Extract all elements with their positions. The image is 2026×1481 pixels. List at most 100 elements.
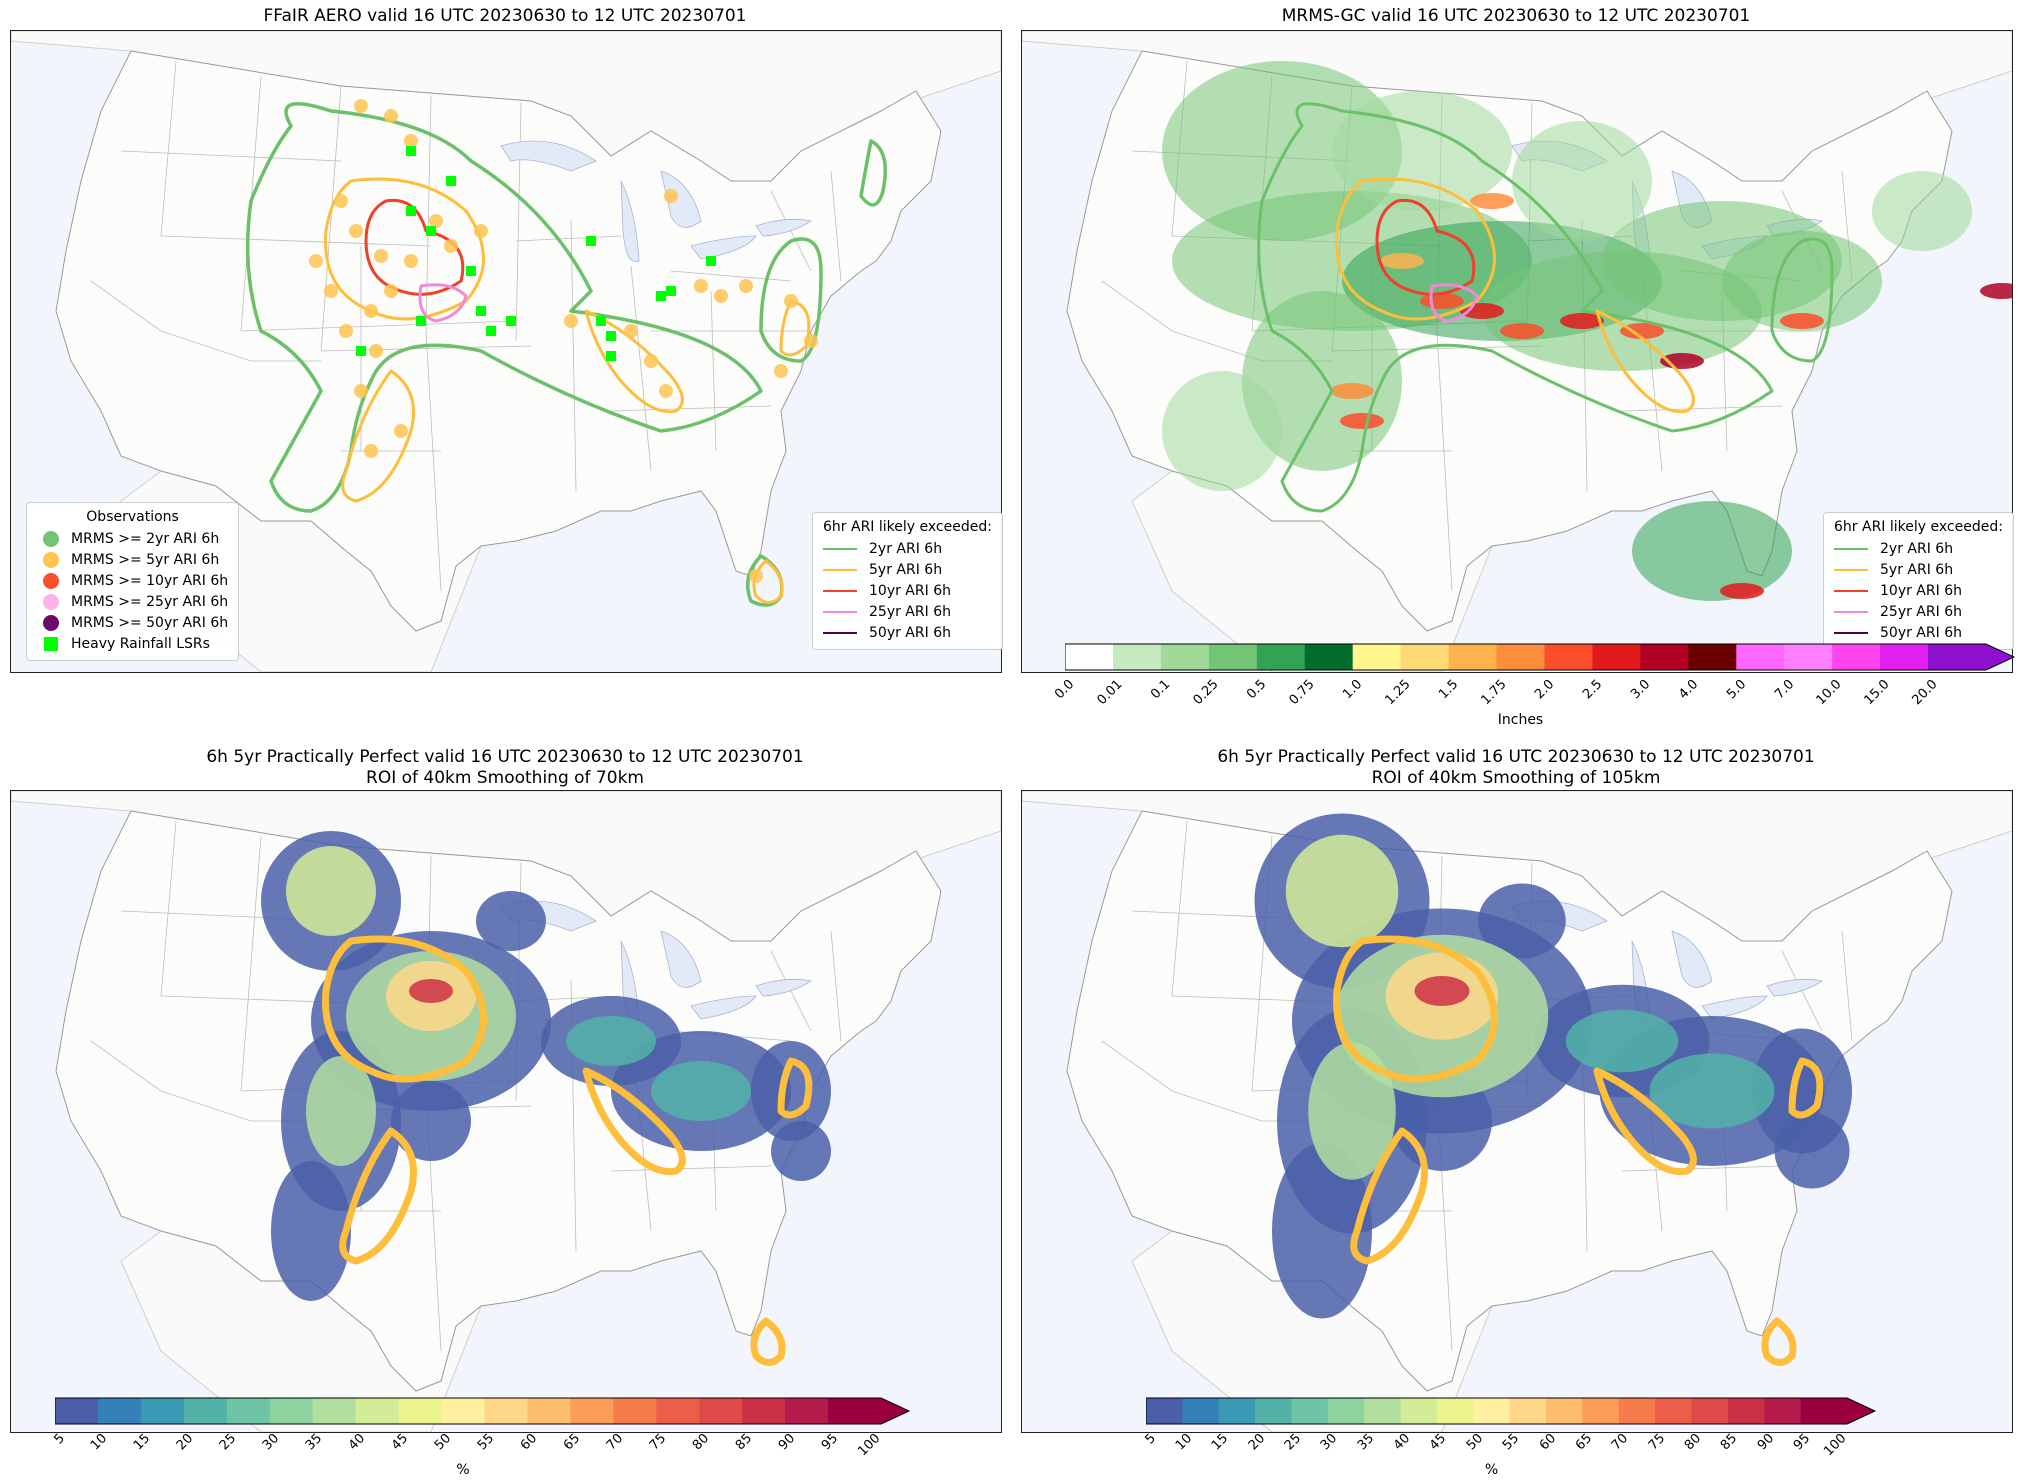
state-border bbox=[160, 235, 432, 247]
colorbar-tick-label: 0.0 bbox=[1052, 677, 1078, 703]
colorbar-tick-label: 80 bbox=[1681, 1431, 1705, 1454]
colorbar-tick-label: 1.25 bbox=[1382, 677, 1414, 709]
colorbar-segment bbox=[97, 1398, 142, 1424]
observation-marker bbox=[364, 304, 378, 318]
panel-title-pp105: 6h 5yr Practically Perfect valid 16 UTC … bbox=[1021, 747, 2011, 789]
colorbar-tick-label: 90 bbox=[775, 1431, 798, 1454]
colorbar-segment bbox=[1509, 1398, 1547, 1424]
colorbar-segment bbox=[1065, 644, 1114, 670]
colorbar-label: Inches bbox=[1497, 712, 1544, 728]
state-border bbox=[160, 60, 177, 237]
precip-field bbox=[1512, 121, 1652, 241]
colorbar-segment bbox=[1364, 1398, 1402, 1424]
line-swatch-icon bbox=[823, 610, 857, 613]
line-swatch-icon bbox=[823, 547, 857, 550]
probability-core bbox=[409, 979, 453, 1003]
ari-5yr-outline bbox=[777, 1057, 813, 1119]
ari-legend-label: 5yr ARI 6h bbox=[869, 561, 943, 578]
colorbar-tick-label: 35 bbox=[1354, 1431, 1377, 1454]
colorbar-tick-label: 20 bbox=[174, 1431, 197, 1454]
circle-marker-icon bbox=[43, 593, 59, 610]
map-canvas-pp105 bbox=[1022, 791, 2012, 1432]
colorbar-tick-label: 85 bbox=[1718, 1431, 1741, 1454]
colorbar-tick-label: 50 bbox=[1463, 1431, 1486, 1454]
colorbar-segment bbox=[570, 1398, 614, 1424]
observation-marker bbox=[624, 324, 638, 338]
panel-title-mrms: MRMS-GC valid 16 UTC 20230630 to 12 UTC … bbox=[1021, 6, 2011, 27]
colorbar-tick-label: 10 bbox=[88, 1431, 111, 1454]
state-border bbox=[1841, 930, 1853, 1042]
ari-5yr-outline bbox=[322, 935, 487, 1083]
observations-legend-label: MRMS >= 25yr ARI 6h bbox=[71, 593, 229, 610]
colorbar-tick-label: 15.0 bbox=[1861, 677, 1893, 709]
precip-field bbox=[1722, 231, 1882, 331]
lsr-marker bbox=[416, 316, 426, 326]
pct-colorbar-pp105: 5 10 15 20 25 30 35 40 45 50 55 60 65 70 75 80 85 90 95 100 bbox=[1142, 1397, 2006, 1481]
colorbar-tick-label: 0.75 bbox=[1286, 677, 1318, 709]
lsr-marker bbox=[606, 331, 616, 341]
observation-marker bbox=[664, 189, 678, 203]
colorbar-segment bbox=[183, 1398, 228, 1424]
probability-field bbox=[1774, 1113, 1850, 1189]
state-border bbox=[1436, 330, 1453, 592]
probability-field bbox=[1285, 834, 1399, 948]
colorbar-tick-label: 45 bbox=[388, 1431, 412, 1454]
colorbar-segment bbox=[1400, 644, 1450, 670]
colorbar-tick-label: 60 bbox=[1536, 1431, 1559, 1454]
probability-field bbox=[476, 891, 546, 951]
probability-field bbox=[1308, 1042, 1396, 1180]
colorbar-tick-label: 100 bbox=[855, 1431, 884, 1460]
circle-marker-icon bbox=[43, 530, 59, 547]
colorbar-tick-label: 75 bbox=[1645, 1431, 1668, 1454]
colorbar-tick-label: 80 bbox=[689, 1431, 712, 1454]
state-border bbox=[160, 330, 252, 362]
lsr-marker bbox=[446, 176, 456, 186]
ari-legend-item: 2yr ARI 6h bbox=[1834, 538, 2003, 559]
colorbar-tick-label: 15 bbox=[1209, 1431, 1232, 1454]
lsr-marker bbox=[476, 306, 486, 316]
observation-marker bbox=[384, 284, 398, 298]
ari-legend-item: 25yr ARI 6h bbox=[1834, 601, 2003, 622]
ari-10yr-contour bbox=[1375, 198, 1476, 296]
colorbar-tick-label: 100 bbox=[1821, 1431, 1850, 1460]
state-border bbox=[630, 265, 652, 472]
colorbar-segment bbox=[355, 1398, 400, 1424]
ari-legend-item: 50yr ARI 6h bbox=[1834, 622, 2003, 643]
panel-title-pp70: 6h 5yr Practically Perfect valid 16 UTC … bbox=[10, 747, 1000, 789]
ari-2yr-contour bbox=[759, 237, 823, 363]
observation-marker bbox=[804, 334, 818, 348]
lsr-marker bbox=[596, 316, 606, 326]
pct-colorbar-pp70: 5 10 15 20 25 30 35 40 45 50 55 60 65 70 75 80 85 90 95 100 bbox=[51, 1397, 915, 1481]
title-line: 6h 5yr Practically Perfect valid 16 UTC … bbox=[1217, 747, 1815, 767]
colorbar-tick-label: 5.0 bbox=[1723, 677, 1749, 703]
colorbar-segment bbox=[1800, 1398, 1875, 1424]
precip-core bbox=[1620, 323, 1664, 339]
ari-legend-label: 2yr ARI 6h bbox=[869, 540, 943, 557]
colorbar-tick-label: 1.0 bbox=[1340, 677, 1366, 703]
lsr-marker bbox=[426, 226, 436, 236]
state-border bbox=[160, 1090, 252, 1122]
ari-legend-item: 50yr ARI 6h bbox=[823, 622, 992, 643]
lsr-marker bbox=[606, 351, 616, 361]
colorbar-segment bbox=[1546, 1398, 1583, 1424]
line-swatch-icon bbox=[1834, 610, 1868, 613]
colorbar-tick-label: 25 bbox=[217, 1431, 240, 1454]
probability-field bbox=[1478, 883, 1566, 959]
colorbar-tick-label: 70 bbox=[603, 1431, 626, 1454]
colorbar-tick-label: 1.75 bbox=[1478, 677, 1510, 709]
line-swatch-icon bbox=[823, 568, 857, 571]
colorbar-tick-label: 2.0 bbox=[1531, 677, 1558, 703]
colorbar-tick-label: 20 bbox=[1245, 1431, 1268, 1454]
ari-legend-label: 25yr ARI 6h bbox=[1880, 603, 1962, 620]
probability-field bbox=[1649, 1053, 1775, 1129]
map-pp105 bbox=[1021, 790, 2013, 1433]
colorbar-segment bbox=[1640, 644, 1689, 670]
great-lake bbox=[755, 978, 813, 997]
line-swatch-icon bbox=[823, 631, 857, 634]
colorbar-segment bbox=[1146, 1398, 1183, 1424]
ari-legend-item: 10yr ARI 6h bbox=[1834, 580, 2003, 601]
observation-marker bbox=[384, 109, 398, 123]
state-border bbox=[1101, 1040, 1173, 1092]
state-border bbox=[830, 930, 842, 1042]
title-line: FFaIR AERO valid 16 UTC 20230630 to 12 U… bbox=[263, 6, 747, 26]
